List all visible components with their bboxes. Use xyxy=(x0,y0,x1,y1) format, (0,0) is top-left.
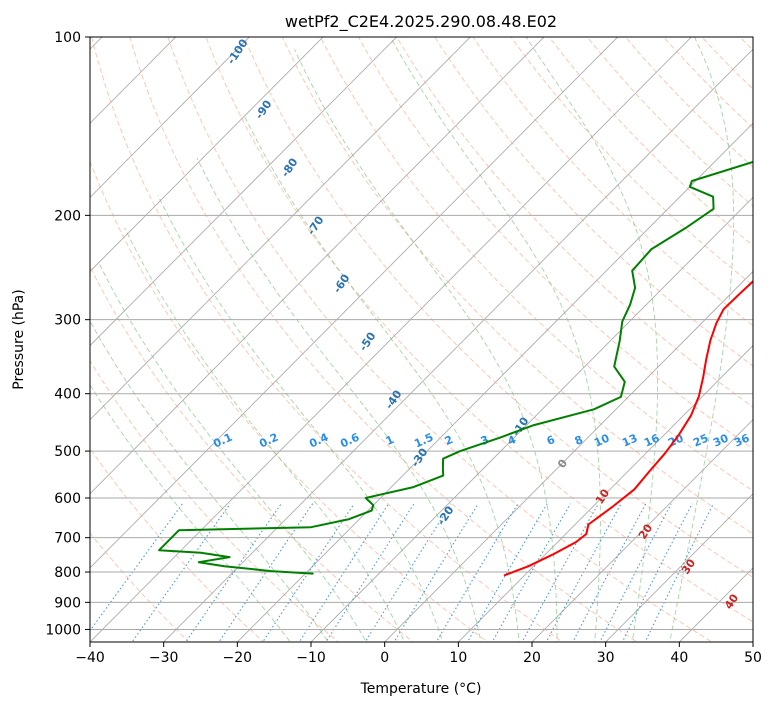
isotherm-line xyxy=(90,37,693,642)
mixing-ratio-label: 30 xyxy=(711,431,731,449)
y-axis-ticks: 100 200 300 400 500 600 700 800 900 1000 xyxy=(45,30,90,638)
mixing-ratio-line xyxy=(572,503,647,642)
y-tick-label: 500 xyxy=(54,444,81,460)
dry-adiabat-line xyxy=(243,37,753,578)
mixing-ratio-line xyxy=(393,503,479,642)
dry-adiabat-line xyxy=(90,265,414,642)
dry-adiabat-line xyxy=(319,37,753,492)
y-tick-label: 600 xyxy=(54,491,81,507)
moist-adiabat-line xyxy=(98,262,367,642)
x-tick-label: −30 xyxy=(149,650,179,666)
mixing-ratio-label: 25 xyxy=(691,431,710,449)
plot-frame xyxy=(89,36,754,643)
mixing-ratio-line xyxy=(491,503,571,642)
temperature-line xyxy=(503,280,753,577)
background-lines xyxy=(90,37,753,642)
dry-adiabat-line xyxy=(91,37,564,642)
x-tick-label: 40 xyxy=(670,650,688,666)
dry-adiabat-line xyxy=(624,37,753,168)
isotherm-line xyxy=(310,196,753,642)
mixing-ratio-line xyxy=(621,503,693,642)
y-tick-label: 200 xyxy=(54,208,81,224)
isotherm-line xyxy=(236,122,753,642)
mixing-ratio-line xyxy=(90,503,183,632)
y-axis-label: Pressure (hPa) xyxy=(11,289,27,389)
x-tick-label: 10 xyxy=(449,650,467,666)
moist-adiabat-line xyxy=(525,37,659,642)
dry-adiabat-line xyxy=(90,532,190,642)
dry-adiabat-line xyxy=(90,160,489,642)
mixing-ratio-line xyxy=(521,503,599,642)
isotherm-line xyxy=(90,37,398,347)
y-tick-label: 1000 xyxy=(45,622,81,638)
x-tick-label: −40 xyxy=(75,650,105,666)
dry-adiabat-line xyxy=(205,37,753,623)
isotherm-line xyxy=(90,37,545,495)
pressure-gridlines xyxy=(90,37,753,630)
line-labels: -100-90-80-70-60-50-40-30-20-10010203040… xyxy=(211,37,752,612)
x-tick-label: −10 xyxy=(296,650,326,666)
x-axis-label: Temperature (°C) xyxy=(360,681,482,697)
isotherm-line xyxy=(90,37,472,421)
x-tick-label: 20 xyxy=(523,650,541,666)
profile-series xyxy=(158,160,753,577)
mixing-ratio-line xyxy=(435,503,519,642)
plot-area xyxy=(90,37,753,642)
isotherm-line xyxy=(90,37,251,198)
moist-adiabat-line xyxy=(90,320,329,642)
mixing-ratio-line xyxy=(298,503,390,642)
moist-adiabat-line xyxy=(90,384,291,642)
x-axis-ticks: −40 −30 −20 −10 0 10 20 30 40 50 xyxy=(75,642,762,666)
dry-adiabat-line xyxy=(396,37,753,408)
mixing-ratio-line xyxy=(325,503,415,642)
y-tick-label: 700 xyxy=(54,531,81,547)
mixing-ratio-line xyxy=(545,503,622,642)
x-tick-label: 30 xyxy=(597,650,615,666)
dry-adiabat-line xyxy=(358,37,753,450)
mixing-ratio-line xyxy=(599,503,672,642)
mixing-ratio-label: 10 xyxy=(592,431,612,449)
dry-adiabat-line xyxy=(129,37,638,642)
isotherm-line xyxy=(90,37,177,124)
moist-adiabat-line xyxy=(243,114,520,642)
dry-adiabat-line xyxy=(586,37,753,207)
mixing-ratio-line xyxy=(466,503,548,642)
dry-adiabat-line xyxy=(434,37,753,367)
dry-adiabat-line xyxy=(281,37,753,535)
dry-adiabat-line xyxy=(510,37,753,286)
isotherm-line xyxy=(90,37,324,273)
moist-adiabat-line xyxy=(196,157,482,642)
y-tick-label: 100 xyxy=(54,30,81,46)
y-tick-label: 300 xyxy=(54,313,81,329)
dry-adiabat-line xyxy=(90,447,265,642)
isotherm-line xyxy=(384,270,753,642)
x-tick-label: 0 xyxy=(380,650,389,666)
isotherm-line xyxy=(90,37,619,569)
x-tick-label: 50 xyxy=(744,650,762,666)
y-tick-label: 800 xyxy=(54,565,81,581)
mixing-ratio-line xyxy=(364,503,452,642)
mixing-ratio-label: 16 xyxy=(642,431,662,449)
isotherm-line xyxy=(531,419,753,642)
moist-adiabat-line xyxy=(669,37,735,642)
y-tick-label: 900 xyxy=(54,595,81,611)
isotherm-line xyxy=(163,48,753,642)
y-tick-label: 400 xyxy=(54,387,81,403)
mixing-ratio-label: 13 xyxy=(620,431,639,449)
moist-adiabat-line xyxy=(124,227,405,642)
moist-adiabat-line xyxy=(294,49,558,642)
isotherm-line xyxy=(605,493,753,642)
x-tick-label: −20 xyxy=(223,650,253,666)
dewpoint-line xyxy=(158,160,753,575)
chart-title: wetPf2_C2E4.2025.290.08.48.E02 xyxy=(285,12,557,32)
dry-adiabat-line xyxy=(167,37,713,642)
mixing-ratio-label: 36 xyxy=(732,431,752,449)
